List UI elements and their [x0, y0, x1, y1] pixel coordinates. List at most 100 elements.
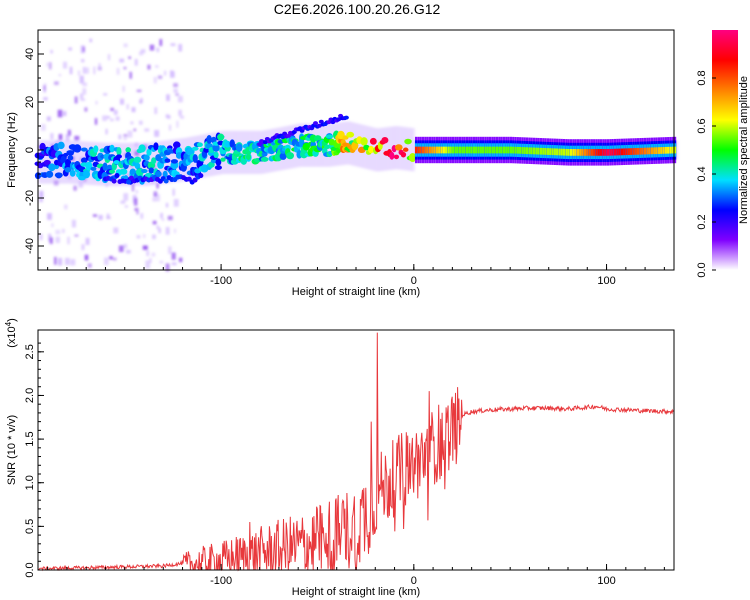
heat-cell	[484, 146, 487, 154]
heat-cell	[112, 257, 117, 261]
heat-cell	[67, 174, 72, 180]
heat-cell	[588, 149, 591, 156]
heat-cell	[152, 220, 157, 225]
heat-cell	[468, 146, 471, 154]
heat-cell	[562, 148, 566, 156]
heat-cell	[138, 120, 143, 125]
heat-cell	[442, 146, 445, 154]
heat-cell	[363, 144, 370, 151]
heat-cell	[289, 125, 294, 169]
heat-cell	[118, 245, 124, 252]
heat-cell	[109, 256, 113, 260]
heat-cell	[553, 148, 556, 156]
heat-cell	[46, 62, 49, 67]
heat-cell	[53, 180, 59, 186]
heat-cell	[113, 160, 120, 165]
heat-cell	[505, 146, 508, 154]
heat-cell	[57, 257, 63, 266]
heat-cell	[72, 140, 77, 184]
heat-cell	[142, 245, 148, 250]
heat-cell	[479, 146, 482, 154]
heat-cell	[172, 188, 175, 196]
snr-panel: -100 0 100 0.0 0.5 1.0 1.5 2.0 2.5 Height of st…	[4, 318, 675, 598]
heat-cell	[123, 243, 128, 249]
heat-cell	[114, 173, 120, 179]
heat-cell	[78, 176, 86, 181]
heat-cell	[156, 225, 159, 230]
heat-cell	[572, 149, 575, 156]
heat-cell	[106, 213, 110, 217]
x-tick-label: -100	[210, 575, 232, 587]
heat-cell	[67, 236, 70, 245]
heat-cell	[606, 149, 610, 156]
heat-cell	[81, 244, 85, 251]
figure-title: C2E6.2026.100.20.26.G12	[274, 1, 441, 17]
heat-cell	[500, 146, 503, 154]
heat-cell	[260, 156, 269, 162]
heat-cell	[447, 146, 450, 154]
heat-cell	[674, 146, 677, 154]
heat-cell	[477, 146, 480, 154]
heat-cell	[110, 118, 114, 122]
heat-cell	[417, 146, 420, 154]
heat-cell	[178, 109, 182, 116]
y-tick-label: 2.5	[24, 344, 36, 359]
heat-cell	[83, 169, 91, 179]
spectrogram-panel: -100 0 100 -40 -20 0 20 40 Height of straight …	[6, 29, 678, 298]
heat-cell	[180, 115, 185, 119]
heat-cell	[192, 154, 198, 163]
heat-cell	[279, 152, 287, 160]
colorbar-tick-label: 0.6	[696, 118, 708, 133]
heat-cell	[229, 139, 235, 148]
heat-cell	[214, 165, 222, 170]
heat-cell	[136, 235, 141, 239]
heat-cell	[528, 147, 531, 155]
heat-cell	[262, 140, 268, 145]
heat-cell	[280, 135, 286, 140]
heat-cell	[173, 228, 176, 234]
heat-cell	[165, 114, 169, 118]
heat-cell	[565, 148, 568, 156]
heat-cell	[60, 155, 67, 164]
heat-cell	[177, 95, 183, 103]
heat-cell	[178, 44, 183, 52]
heat-cell	[62, 61, 68, 69]
heat-cell	[66, 151, 74, 156]
heat-cell	[560, 148, 563, 156]
heat-cell	[93, 145, 99, 153]
heat-cell	[604, 149, 607, 156]
heat-cell	[620, 148, 624, 156]
heat-cell	[586, 149, 589, 156]
heat-cell	[576, 149, 580, 156]
heat-cell	[144, 128, 150, 132]
heat-cell	[143, 154, 150, 161]
heat-cell	[147, 64, 151, 70]
heat-cell	[225, 130, 230, 174]
heat-cell	[58, 74, 62, 77]
spectrogram-y-label: Frequency (Hz)	[6, 112, 18, 188]
y-tick-label: 20	[24, 96, 36, 108]
heat-cell	[134, 150, 140, 156]
heat-cell	[131, 183, 135, 192]
heat-cell	[113, 109, 118, 115]
heat-cell	[106, 116, 111, 119]
heat-cell	[55, 236, 60, 244]
heat-cell	[360, 137, 368, 146]
heat-cell	[62, 228, 65, 234]
heat-cell	[217, 133, 225, 141]
heat-cell	[613, 148, 617, 156]
heat-cell	[163, 70, 167, 76]
heat-cell	[451, 146, 455, 154]
heat-cell	[488, 146, 492, 154]
heat-cell	[103, 93, 108, 96]
heat-cell	[623, 148, 626, 156]
heat-cell	[64, 204, 68, 210]
heat-cell	[173, 83, 178, 88]
heat-cell	[154, 170, 162, 177]
y-tick-label: 1.0	[24, 475, 36, 490]
heat-cell	[116, 147, 122, 156]
heat-cell	[79, 93, 84, 99]
heat-cell	[39, 233, 43, 241]
heat-cell	[486, 146, 489, 154]
y-tick-label: 0.0	[24, 562, 36, 577]
